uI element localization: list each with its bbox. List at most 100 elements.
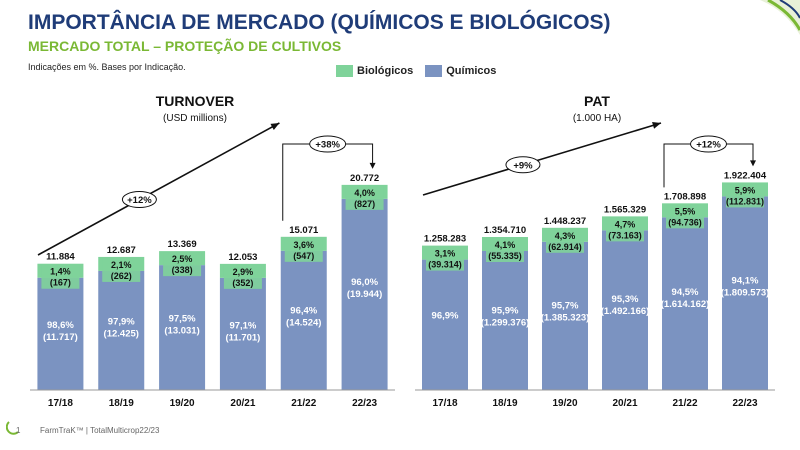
total-label: 1.708.898 <box>664 191 706 202</box>
qui-abs-label: (1.385.323) <box>541 312 590 323</box>
bio-pct-label: 4,3% <box>555 231 576 241</box>
category-label: 18/19 <box>109 398 134 409</box>
trend-label: +9% <box>513 160 533 171</box>
bio-abs-label: (112.831) <box>726 196 764 206</box>
bio-pct-label: 5,9% <box>735 185 756 195</box>
trend-badge <box>505 156 541 174</box>
bio-pct-label: 3,6% <box>293 240 314 250</box>
total-label: 20.772 <box>350 173 379 184</box>
bio-label-box <box>546 228 584 253</box>
bar-quimicos <box>722 196 768 390</box>
bio-abs-label: (352) <box>232 278 253 288</box>
bio-abs-label: (39.314) <box>428 260 462 270</box>
chart-subtitle: (USD millions) <box>163 113 227 124</box>
bio-abs-label: (94.736) <box>668 217 702 227</box>
total-label: 1.922.404 <box>724 170 767 181</box>
bar-quimicos <box>602 230 648 390</box>
trend-arrow-head <box>652 122 661 129</box>
bio-pct-label: 4,1% <box>495 240 516 250</box>
category-label: 20/21 <box>230 398 255 409</box>
bar-quimicos <box>341 198 388 390</box>
page-subtitle: MERCADO TOTAL – PROTEÇÃO DE CULTIVOS <box>28 38 342 54</box>
legend-item-quimicos: Químicos <box>425 65 496 77</box>
category-label: 19/20 <box>552 398 577 409</box>
category-label: 18/19 <box>492 398 517 409</box>
page-title: IMPORTÂNCIA DE MERCADO (QUÍMICOS E BIOLÓ… <box>28 11 611 34</box>
trend-arrow-head <box>270 123 280 131</box>
qui-pct-label: 95,3% <box>612 294 639 305</box>
bio-abs-label: (167) <box>50 278 71 288</box>
qui-pct-label: 96,4% <box>290 305 317 316</box>
bio-abs-label: (547) <box>293 251 314 261</box>
legend-swatch-biologicos <box>336 65 353 77</box>
bar-quimicos <box>219 277 266 390</box>
qui-abs-label: (11.701) <box>225 332 260 343</box>
bio-label-box <box>486 237 524 262</box>
chart-title: TURNOVER <box>156 93 235 109</box>
category-label: 22/23 <box>732 398 757 409</box>
total-label: 15.071 <box>289 225 319 236</box>
total-label: 12.053 <box>228 252 257 263</box>
category-label: 21/22 <box>291 398 316 409</box>
qui-pct-label: 95,9% <box>492 306 519 317</box>
chart-panel-pat: PAT (1.000 HA) 1.258.283 3,1%(39.314) 96,9% 1… <box>415 93 775 409</box>
qui-abs-label: (1.809.573) <box>721 288 770 299</box>
category-label: 21/22 <box>672 398 697 409</box>
category-label: 19/20 <box>170 398 195 409</box>
bio-label-box <box>284 237 323 262</box>
trend-label: +12% <box>127 195 152 206</box>
bio-label-box <box>345 185 384 210</box>
total-label: 12.687 <box>107 245 136 256</box>
qui-pct-label: 98,6% <box>47 320 74 331</box>
bio-pct-label: 4,0% <box>354 188 375 198</box>
growth-bracket-arrowhead <box>369 162 376 169</box>
growth-badge <box>309 135 347 153</box>
bio-label-box <box>726 183 764 208</box>
trend-arrow <box>422 122 662 196</box>
qui-abs-label: (1.492.166) <box>601 306 650 317</box>
bar-quimicos <box>662 217 708 390</box>
bio-label-box <box>41 264 80 289</box>
chart-panel-turnover: TURNOVER (USD millions) 11.884 1,4%(167) 98,… <box>30 93 395 409</box>
bar-quimicos <box>542 241 588 390</box>
category-label: 22/23 <box>352 398 377 409</box>
qui-pct-label: 97,9% <box>108 317 135 328</box>
bio-pct-label: 2,1% <box>111 260 132 270</box>
qui-pct-label: 94,5% <box>672 287 699 298</box>
bar-quimicos <box>159 265 206 390</box>
growth-label: +12% <box>696 140 721 151</box>
chart-title: PAT <box>584 93 610 109</box>
bio-abs-label: (62.914) <box>548 242 582 252</box>
bio-abs-label: (827) <box>354 199 375 209</box>
legend-item-biologicos: Biológicos <box>336 65 413 77</box>
chart-subtitle: (1.000 HA) <box>573 113 621 124</box>
growth-badge <box>690 135 727 153</box>
base-note: Indicações em %. Bases por Indicação. <box>28 62 186 72</box>
qui-abs-label: (14.524) <box>286 317 321 328</box>
bar-quimicos <box>37 277 84 390</box>
bio-pct-label: 1,4% <box>50 267 71 277</box>
bar-quimicos <box>422 259 468 390</box>
qui-abs-label: (12.425) <box>104 329 139 340</box>
total-label: 1.448.237 <box>544 216 586 227</box>
qui-abs-label: (11.717) <box>43 332 78 343</box>
qui-pct-label: 94,1% <box>732 276 759 287</box>
growth-label: +38% <box>315 140 340 151</box>
footer-text: FarmTraK™ | TotalMulticrop22/23 <box>40 426 160 435</box>
bar-quimicos <box>280 250 327 390</box>
bio-label-box <box>606 217 644 242</box>
bio-abs-label: (262) <box>111 271 132 281</box>
bar-quimicos <box>98 270 145 390</box>
qui-abs-label: (1.299.376) <box>481 318 530 329</box>
qui-abs-label: (13.031) <box>164 325 199 336</box>
total-label: 1.258.283 <box>424 234 466 245</box>
bio-label-box <box>426 246 464 271</box>
legend-swatch-quimicos <box>425 65 443 77</box>
category-label: 17/18 <box>432 398 457 409</box>
total-label: 1.354.710 <box>484 225 526 236</box>
qui-pct-label: 96,9% <box>432 310 459 321</box>
category-label: 17/18 <box>48 398 73 409</box>
bio-label-box <box>102 257 141 282</box>
bio-abs-label: (338) <box>172 265 193 275</box>
legend-label-quimicos: Químicos <box>446 65 497 77</box>
